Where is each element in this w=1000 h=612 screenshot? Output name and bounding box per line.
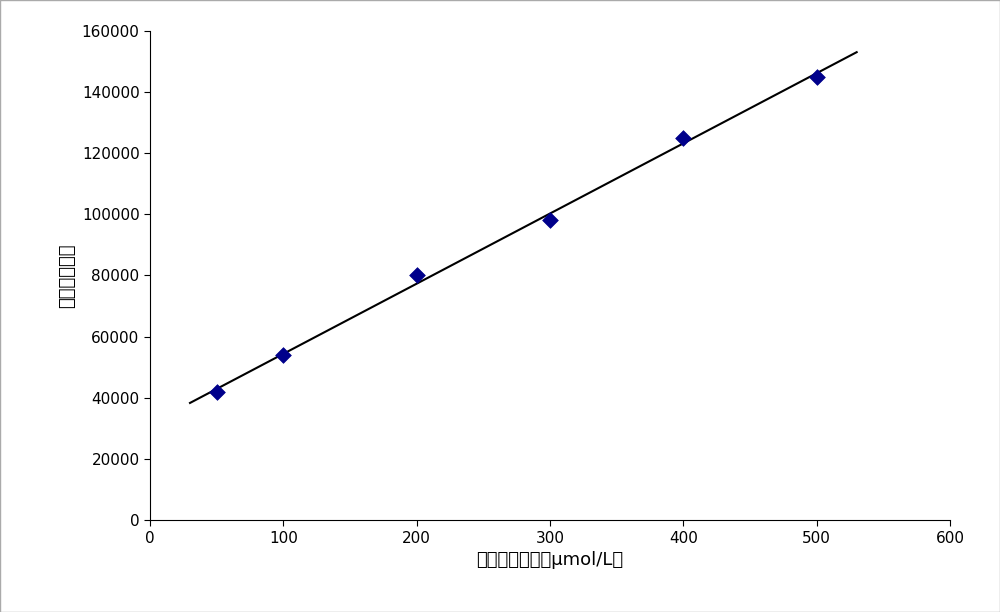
Point	[809, 72, 825, 81]
Point	[675, 133, 691, 143]
Point	[409, 271, 425, 280]
Point	[209, 387, 225, 397]
Point	[542, 215, 558, 225]
Point	[275, 350, 291, 360]
X-axis label: 水胺硫磷浓度（μmol/L）: 水胺硫磷浓度（μmol/L）	[476, 551, 624, 569]
Y-axis label: 荧光强度变化: 荧光强度变化	[58, 243, 76, 308]
